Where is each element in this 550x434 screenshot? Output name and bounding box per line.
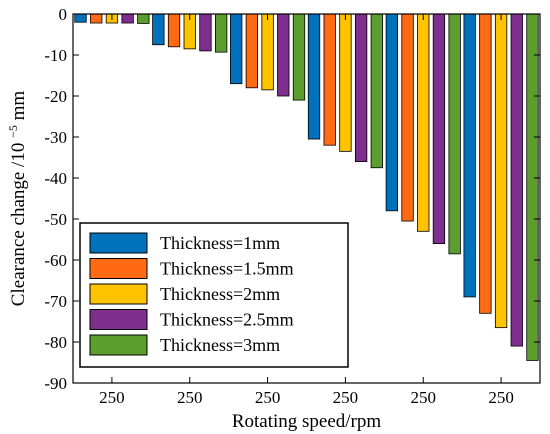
x-tick-label: 250	[99, 388, 125, 407]
bar-thickness-1mm-group-4	[307, 13, 321, 140]
legend-label: Thickness=1mm	[160, 233, 280, 253]
legend-swatch	[89, 258, 148, 279]
y-tick-label: -60	[44, 251, 67, 270]
legend-label: Thickness=1.5mm	[160, 259, 294, 279]
y-axis-label-unit: mm	[8, 91, 29, 121]
legend-label: Thickness=2mm	[160, 284, 280, 304]
legend-swatch	[89, 309, 148, 330]
bar-thickness-2-5mm-group-5	[432, 13, 446, 245]
bar-thickness-3mm-group-4	[370, 13, 383, 169]
x-tick-label: 250	[333, 388, 359, 407]
axes-layer: 0 -10 -20 -30 -40 -50 -60 -70 -80 -90 250 250 250 250…	[44, 5, 541, 407]
bar-thickness-3mm-group-3	[292, 13, 306, 101]
bar-thickness-3mm-group-5	[448, 13, 461, 255]
x-axis-label: Rotating speed/rpm	[232, 411, 382, 432]
y-tick-label: 0	[59, 5, 68, 24]
legend-label: Thickness=2.5mm	[160, 310, 294, 330]
bar-thickness-3mm-group-1	[137, 13, 150, 24]
y-tick-label: -70	[44, 292, 67, 311]
bar-thickness-2mm-group-5	[417, 13, 430, 232]
bar-thickness-1mm-group-6	[463, 13, 476, 298]
bar-thickness-1mm-group-2	[152, 13, 165, 46]
bar-thickness-1-5mm-group-4	[323, 13, 336, 146]
bar-thickness-1mm-group-1	[74, 13, 87, 23]
bar-thickness-1-5mm-group-3	[245, 13, 259, 89]
legend: Thickness=1mm Thickness=1.5mm Thickness=2m…	[79, 222, 349, 368]
legend-swatch	[89, 232, 148, 254]
y-axis-label-exponent: −5	[6, 125, 20, 138]
bar-thickness-2-5mm-group-6	[510, 13, 523, 347]
legend-swatch	[89, 283, 148, 305]
bar-thickness-1mm-group-3	[230, 13, 243, 85]
legend-swatch	[89, 334, 148, 356]
bar-thickness-2mm-group-6	[494, 13, 508, 329]
plot-frame	[72, 13, 541, 384]
bar-thickness-2-5mm-group-1	[121, 13, 134, 24]
y-tick-label: -50	[44, 210, 67, 229]
bar-thickness-2-5mm-group-3	[277, 13, 290, 97]
bar-thickness-2mm-group-3	[261, 13, 274, 91]
legend-label: Thickness=3mm	[160, 335, 280, 355]
x-tick-label: 250	[411, 388, 437, 407]
x-tick-label: 250	[488, 388, 514, 407]
bar-thickness-1-5mm-group-1	[90, 13, 103, 24]
x-tick-label: 250	[255, 388, 281, 407]
y-tick-label: -20	[44, 87, 67, 106]
y-tick-label: -30	[44, 128, 67, 147]
bar-thickness-2mm-group-4	[339, 13, 352, 152]
bar-thickness-3mm-group-6	[526, 13, 539, 361]
bar-thickness-1-5mm-group-5	[401, 13, 414, 222]
y-tick-label: -80	[44, 333, 67, 352]
x-tick-label: 250	[177, 388, 203, 407]
y-axis-label: Clearance change /10 −5 mm	[6, 91, 29, 307]
bar-thickness-2-5mm-group-4	[354, 13, 368, 163]
bar-thickness-3mm-group-2	[214, 13, 228, 53]
bars-layer	[74, 13, 539, 361]
bar-thickness-2-5mm-group-2	[199, 13, 212, 52]
bar-thickness-1-5mm-group-2	[167, 13, 181, 48]
y-tick-label: -90	[44, 374, 67, 393]
bar-thickness-1mm-group-5	[385, 13, 399, 212]
bar-thickness-1-5mm-group-6	[479, 13, 492, 314]
y-tick-label: -40	[44, 169, 67, 188]
y-tick-label: -10	[44, 46, 67, 65]
y-axis-label-main: Clearance change /10	[8, 143, 29, 307]
